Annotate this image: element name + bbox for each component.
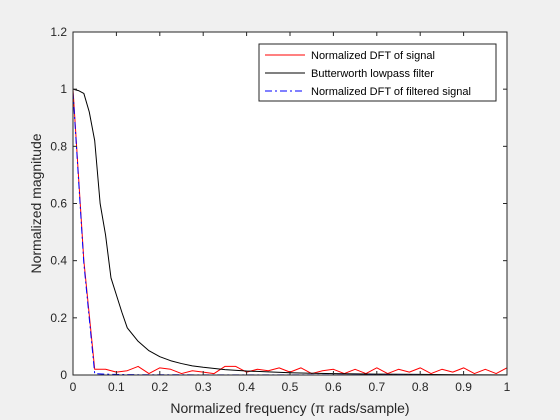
x-tick-label: 0.1 [108,380,125,394]
x-tick-label: 0.9 [455,380,472,394]
legend-entry-label: Normalized DFT of filtered signal [311,86,471,98]
y-tick-label: 0 [60,368,67,382]
x-tick-label: 0.4 [238,380,255,394]
y-tick-label: 0.6 [50,197,67,211]
x-tick-label: 0.6 [325,380,342,394]
y-tick-label: 1.2 [50,25,67,39]
y-tick-label: 0.8 [50,139,67,153]
x-tick-label: 0.3 [195,380,212,394]
x-axis-label: Normalized frequency (π rads/sample) [170,400,409,416]
x-tick-label: 0.5 [282,380,299,394]
legend: Normalized DFT of signal Butterworth lowp… [258,43,497,102]
y-tick-label: 0.4 [50,254,67,268]
y-axis-label: Normalized magnitude [28,133,44,273]
x-tick-label: 0.2 [151,380,168,394]
y-tick-label: 0.2 [50,311,67,325]
legend-entry-label: Normalized DFT of signal [311,50,435,62]
x-tick-label: 1 [504,380,511,394]
ticks-layer: 0 0.1 0.2 0.3 0.4 0.5 0.6 0.7 0.8 0.9 1 0 0.2 0.4 0.6 0… [50,25,510,394]
y-tick-label: 1 [60,82,67,96]
x-tick-label: 0 [70,380,77,394]
series-line-1 [72,88,508,376]
x-tick-label: 0.8 [412,380,429,394]
x-tick-label: 0.7 [368,380,385,394]
legend-entry-label: Butterworth lowpass filter [311,68,434,80]
